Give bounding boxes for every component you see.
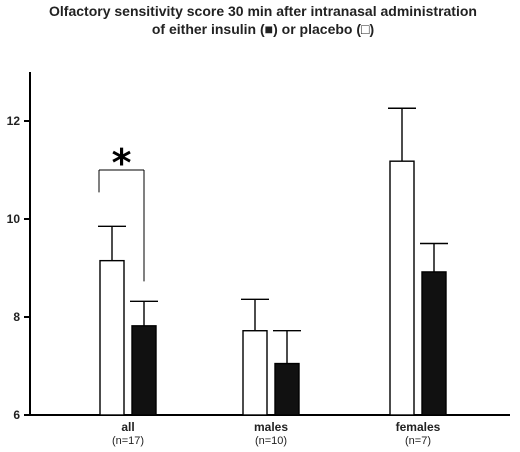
- category-sublabel: (n=7): [405, 435, 431, 447]
- category-sublabel: (n=17): [112, 435, 144, 447]
- significance-star: *: [112, 141, 132, 185]
- y-tick-label: 10: [7, 212, 21, 226]
- bars: *: [98, 107, 448, 416]
- category-sublabel: (n=10): [255, 435, 287, 447]
- bar-placebo: [242, 330, 268, 416]
- bar-insulin: [421, 271, 447, 416]
- bar-placebo: [99, 259, 125, 416]
- y-tick-label: 12: [7, 114, 21, 128]
- category-label: females: [396, 420, 441, 434]
- y-tick-label: 8: [13, 310, 20, 324]
- category-label: all: [121, 420, 134, 434]
- category-labels: all(n=17) males(n=10) females(n=7): [112, 420, 441, 447]
- bar-insulin: [131, 325, 157, 416]
- y-tick-label: 6: [13, 408, 20, 422]
- category-label: males: [254, 420, 288, 434]
- chart-subtitle: of either insulin (■) or placebo (□): [152, 21, 374, 37]
- chart-title: Olfactory sensitivity score 30 min after…: [49, 3, 477, 19]
- bar-insulin: [274, 362, 300, 416]
- bar-placebo: [389, 160, 415, 416]
